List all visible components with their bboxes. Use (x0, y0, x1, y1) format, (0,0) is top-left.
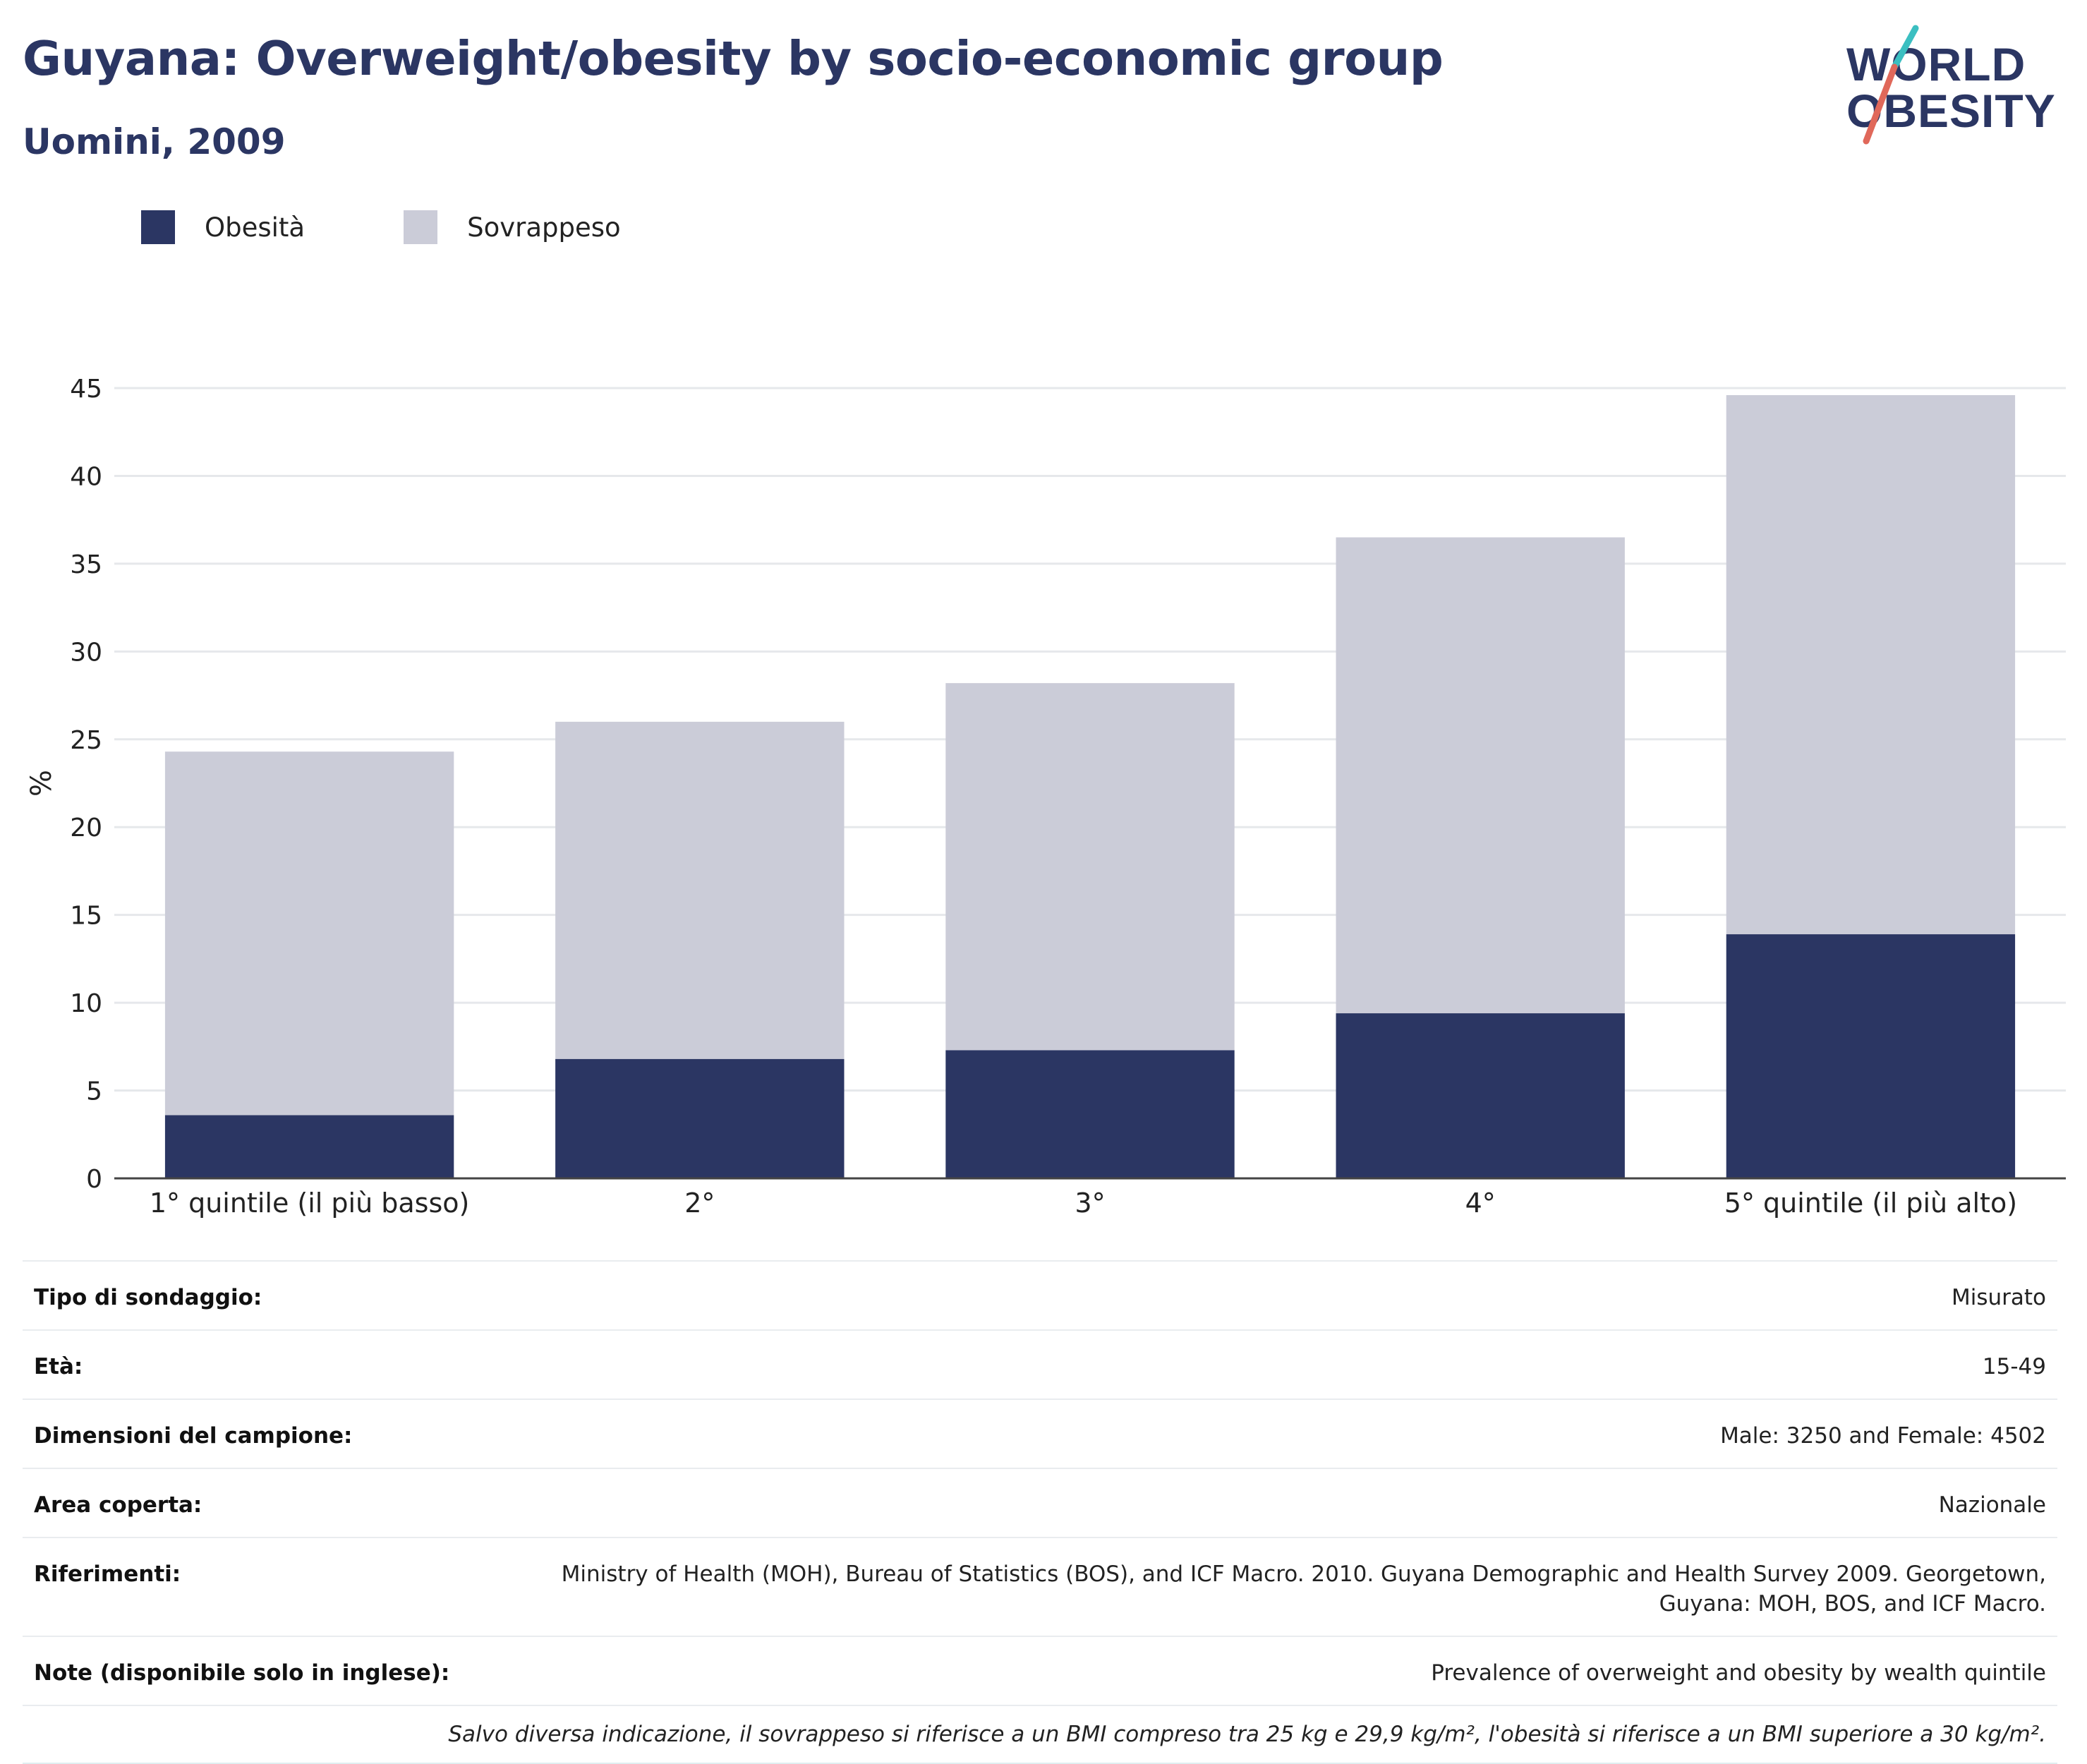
logo-slash-icon (1863, 25, 1919, 145)
info-value: Nazionale (1938, 1492, 2046, 1518)
bar-obesity (164, 1115, 454, 1178)
info-value: 15-49 (1982, 1354, 2046, 1379)
bar-overweight (164, 751, 454, 1116)
legend-item-overweight[interactable]: Sovrappeso (404, 210, 621, 244)
x-tick-label: 1° quintile (il più basso) (150, 1188, 470, 1219)
info-value: Ministry of Health (MOH), Bureau of Stat… (561, 1561, 2046, 1617)
info-value: Prevalence of overweight and obesity by … (1431, 1660, 2046, 1686)
y-tick-label: 45 (70, 375, 102, 404)
bar-overweight (945, 683, 1235, 1051)
info-key: Note (disponibile solo in inglese): (34, 1660, 450, 1686)
chart-legend: Obesità Sovrappeso (141, 210, 720, 244)
bar-obesity (1336, 1013, 1625, 1178)
bar-obesity (1726, 934, 2016, 1178)
info-row-references: Riferimenti: Ministry of Health (MOH), B… (23, 1538, 2057, 1637)
info-key: Area coperta: (34, 1492, 202, 1518)
info-value: Misurato (1951, 1285, 2046, 1310)
y-axis-label: % (25, 770, 58, 797)
info-key: Dimensioni del campione: (34, 1423, 353, 1449)
info-key: Età: (34, 1354, 83, 1379)
info-key: Riferimenti: (34, 1561, 181, 1587)
y-tick-label: 15 (70, 902, 102, 931)
info-row-notes: Note (disponibile solo in inglese): Prev… (23, 1637, 2057, 1706)
legend-item-obesity[interactable]: Obesità (141, 210, 305, 244)
bar-obesity (945, 1050, 1235, 1178)
info-row-sample-size: Dimensioni del campione: Male: 3250 and … (23, 1400, 2057, 1469)
page-subtitle: Uomini, 2009 (23, 121, 286, 162)
bar-overweight (1336, 537, 1625, 1014)
bar-overweight (555, 721, 845, 1059)
bar-overweight (1726, 394, 2016, 935)
x-tick-label: 2° (684, 1188, 715, 1219)
y-tick-label: 5 (86, 1077, 102, 1106)
y-tick-label: 30 (70, 638, 102, 667)
legend-label-overweight: Sovrappeso (467, 212, 621, 243)
legend-label-obesity: Obesità (205, 212, 306, 243)
bar-obesity (555, 1058, 845, 1178)
footnote: Salvo diversa indicazione, il sovrappeso… (23, 1706, 2057, 1764)
info-value: Male: 3250 and Female: 4502 (1720, 1423, 2046, 1449)
y-tick-label: 0 (86, 1165, 102, 1194)
bar-chart: 0 5 10 15 20 25 30 35 40 45% 1° quintile (il più b… (25, 375, 2066, 1219)
x-tick-label: 5° quintile (il più alto) (1724, 1188, 2017, 1219)
info-row-age: Età: 15-49 (23, 1331, 2057, 1400)
x-tick-label: 4° (1465, 1188, 1496, 1219)
page-title: Guyana: Overweight/obesity by socio-econ… (23, 31, 1444, 86)
legend-swatch-obesity (141, 210, 175, 244)
x-tick-label: 3° (1075, 1188, 1105, 1219)
info-row-area: Area coperta: Nazionale (23, 1469, 2057, 1538)
info-table: Tipo di sondaggio: Misurato Età: 15-49 D… (23, 1260, 2057, 1764)
y-tick-label: 25 (70, 726, 102, 755)
y-tick-label: 20 (70, 814, 102, 842)
y-tick-label: 35 (70, 550, 102, 579)
world-obesity-logo[interactable]: WORLD OBESITY (1838, 21, 2078, 148)
info-key: Tipo di sondaggio: (34, 1285, 262, 1310)
y-tick-label: 10 (70, 989, 102, 1018)
legend-swatch-overweight (404, 210, 438, 244)
logo-line-1: WORLD (1846, 38, 2026, 90)
y-tick-label: 40 (70, 462, 102, 491)
info-row-survey-type: Tipo di sondaggio: Misurato (23, 1262, 2057, 1331)
